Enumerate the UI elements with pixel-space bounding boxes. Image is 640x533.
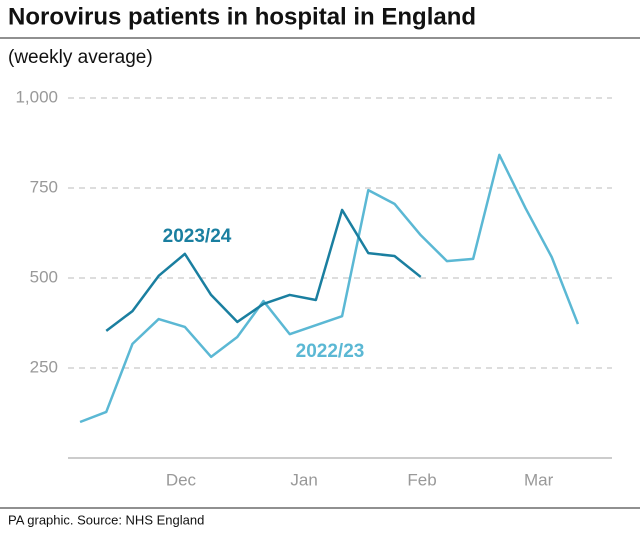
y-tick-label: 750	[30, 177, 58, 196]
series-line	[105, 208, 422, 332]
chart-title: Norovirus patients in hospital in Englan…	[8, 3, 476, 30]
x-tick-label: Dec	[166, 470, 197, 489]
chart-subtitle: (weekly average)	[8, 47, 153, 68]
series-line	[79, 153, 580, 424]
x-tick-label: Mar	[524, 470, 554, 489]
x-tick-label: Feb	[407, 470, 436, 489]
y-tick-label: 500	[30, 267, 58, 286]
source: PA graphic. Source: NHS England	[8, 512, 204, 527]
x-tick-label: Jan	[290, 470, 317, 489]
y-tick-label: 250	[30, 357, 58, 376]
series-label: 2023/24	[163, 226, 232, 247]
series-label: 2022/23	[296, 341, 365, 362]
y-tick-label: 1,000	[15, 87, 58, 106]
